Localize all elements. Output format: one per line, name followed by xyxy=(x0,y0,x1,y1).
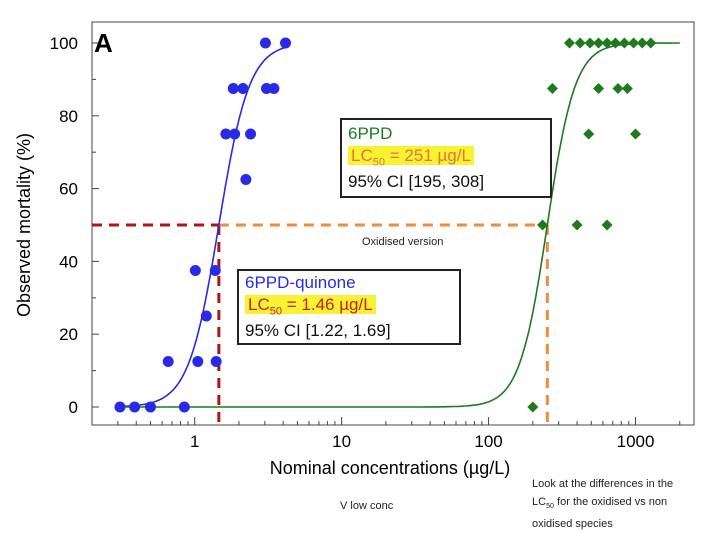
point-6ppd xyxy=(612,83,624,94)
x-axis-label: Nominal concentrations (µg/L) xyxy=(270,458,510,478)
legend-quinone: 6PPD-quinone LC50 = 1.46 µg/L 95% CI [1.… xyxy=(237,269,461,346)
legend-6ppd-name: 6PPD xyxy=(348,124,393,143)
legend-6ppd-ci: 95% CI [195, 308] xyxy=(348,172,485,192)
point-6ppd xyxy=(574,37,586,49)
point-6ppd xyxy=(593,83,605,94)
point-6ppd xyxy=(571,219,583,231)
point-6ppd xyxy=(609,37,621,49)
data-points xyxy=(114,37,657,413)
point-6ppd xyxy=(630,128,642,140)
legend-6ppd: 6PPD LC50 = 251 µg/L 95% CI [195, 308] xyxy=(340,118,552,199)
note-differences-line-2: LC50 for the oxidised vs non xyxy=(532,496,668,511)
point-6ppd xyxy=(563,37,575,49)
legend-quinone-name: 6PPD-quinone xyxy=(245,273,356,292)
plot-axes: 0 20 40 60 80 100 1 10 100 1000 xyxy=(50,21,695,451)
point-quinone xyxy=(229,128,241,140)
point-quinone xyxy=(162,356,174,367)
y-tick-label: 100 xyxy=(50,34,78,53)
point-6ppd xyxy=(546,83,558,94)
point-6ppd xyxy=(628,37,640,49)
point-quinone xyxy=(144,401,156,413)
point-6ppd xyxy=(618,37,630,49)
point-6ppd xyxy=(601,219,613,231)
point-6ppd xyxy=(636,37,648,49)
point-6ppd xyxy=(593,37,605,49)
point-quinone xyxy=(245,128,257,140)
panel-label: A xyxy=(94,28,113,58)
note-low-conc: V low conc xyxy=(340,500,394,512)
y-tick-label: 60 xyxy=(59,180,78,199)
point-6ppd xyxy=(645,37,657,49)
point-quinone xyxy=(200,310,212,322)
point-quinone xyxy=(280,37,292,49)
note-differences: Look at the differences in the LC50 for … xyxy=(532,475,700,533)
note-oxidised: Oxidised version xyxy=(362,236,444,248)
y-tick-label: 40 xyxy=(59,252,78,271)
point-quinone xyxy=(240,174,252,185)
point-quinone xyxy=(129,401,141,413)
point-quinone xyxy=(237,83,249,94)
point-6ppd xyxy=(584,37,596,49)
note-differences-line-1: Look at the differences in the xyxy=(532,478,674,490)
reference-lines xyxy=(92,223,549,425)
y-axis-label: Observed mortality (%) xyxy=(14,133,34,317)
point-quinone xyxy=(192,356,204,367)
x-tick-label: 1000 xyxy=(617,432,655,451)
fit-curve-quinone xyxy=(117,46,288,408)
note-differences-line-3: oxidised species xyxy=(532,518,613,531)
point-quinone xyxy=(178,401,190,413)
point-quinone xyxy=(189,265,201,276)
point-quinone xyxy=(220,128,232,140)
legend-quinone-ci: 95% CI [1.22, 1.69] xyxy=(245,321,391,341)
point-quinone xyxy=(268,83,280,94)
point-6ppd xyxy=(601,37,613,49)
x-tick-label: 1 xyxy=(190,432,199,451)
x-tick-label: 100 xyxy=(474,432,502,451)
y-tick-label: 80 xyxy=(59,107,78,126)
point-quinone xyxy=(114,401,126,413)
legend-6ppd-lc50: LC50 = 251 µg/L xyxy=(348,146,544,170)
point-quinone xyxy=(210,356,222,367)
point-6ppd xyxy=(583,128,595,140)
y-tick-label: 0 xyxy=(69,398,78,417)
point-quinone xyxy=(259,37,271,49)
point-6ppd xyxy=(527,401,539,413)
point-quinone xyxy=(227,83,239,94)
fit-curve-6ppd xyxy=(117,42,680,408)
point-6ppd xyxy=(537,219,549,231)
x-tick-label: 10 xyxy=(332,432,351,451)
point-quinone xyxy=(209,265,221,276)
y-tick-label: 20 xyxy=(59,325,78,344)
legend-quinone-lc50: LC50 = 1.46 µg/L xyxy=(245,295,453,319)
point-6ppd xyxy=(621,83,633,94)
